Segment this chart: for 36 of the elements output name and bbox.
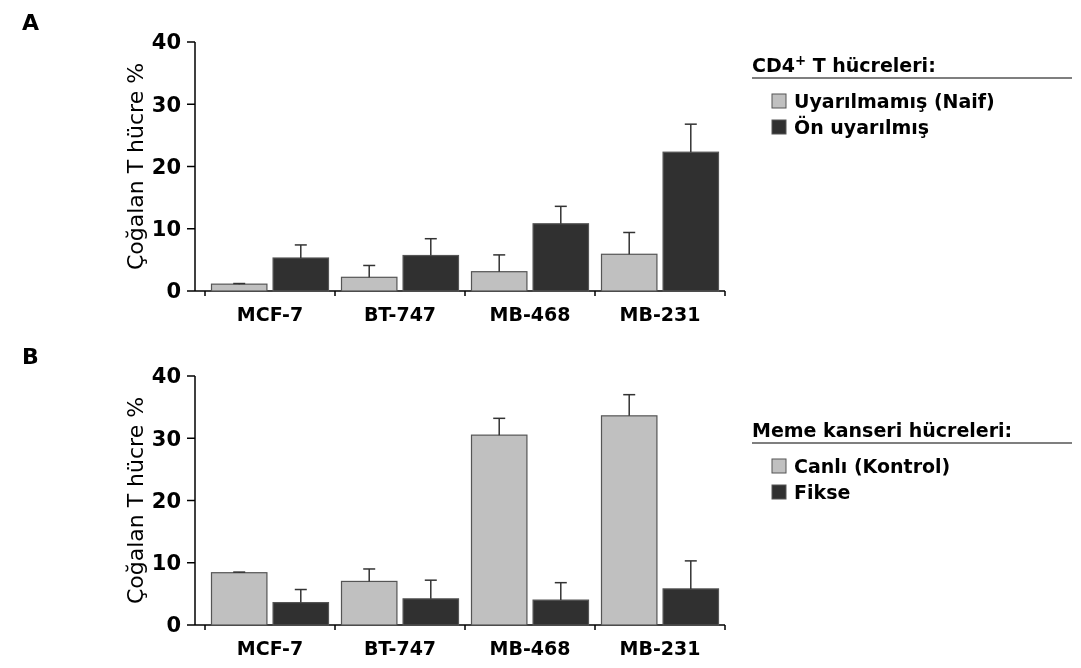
x-tick-label: MB-468 — [489, 637, 571, 659]
y-tick-label: 30 — [151, 426, 181, 451]
x-tick-label: MCF-7 — [236, 303, 304, 325]
legend-label: Ön uyarılmış — [794, 115, 930, 138]
bar — [340, 276, 398, 292]
y-tick-label: 10 — [151, 217, 181, 242]
y-tick-label: 20 — [151, 154, 181, 179]
chart-title: A — [22, 10, 40, 35]
y-tick-label: 40 — [151, 364, 181, 389]
y-tick-label: 30 — [151, 92, 181, 117]
y-tick-label: 20 — [151, 488, 181, 513]
y-tick-label: 40 — [151, 30, 181, 55]
x-tick-label: MB-468 — [489, 303, 571, 325]
legend-label: Fikse — [794, 481, 851, 503]
legend-label: Uyarılmamış (Naif) — [794, 90, 995, 112]
x-tick-label: BT-747 — [363, 637, 437, 659]
bar — [470, 271, 528, 292]
x-tick-label: MCF-7 — [236, 637, 304, 659]
legend-label: Canlı (Kontrol) — [794, 455, 951, 477]
x-tick-label: MB-231 — [619, 637, 701, 659]
y-tick-label: 10 — [151, 551, 181, 576]
bar — [210, 572, 268, 626]
bar — [600, 253, 658, 292]
bar — [340, 580, 398, 626]
chart-title: B — [22, 344, 39, 369]
bar — [210, 283, 268, 292]
bar — [600, 415, 658, 626]
y-axis-title: Çoğalan T hücre % — [123, 62, 148, 271]
y-axis-title: Çoğalan T hücre % — [123, 396, 148, 605]
y-tick-label: 0 — [166, 613, 181, 638]
bar — [470, 434, 528, 626]
legend-title: CD4$^{+}$ T hücreleri: — [752, 52, 936, 76]
y-tick-label: 0 — [166, 279, 181, 304]
x-tick-label: MB-231 — [619, 303, 701, 325]
legend-title: Meme kanseri hücreleri: — [752, 419, 1013, 441]
x-tick-label: BT-747 — [363, 303, 437, 325]
